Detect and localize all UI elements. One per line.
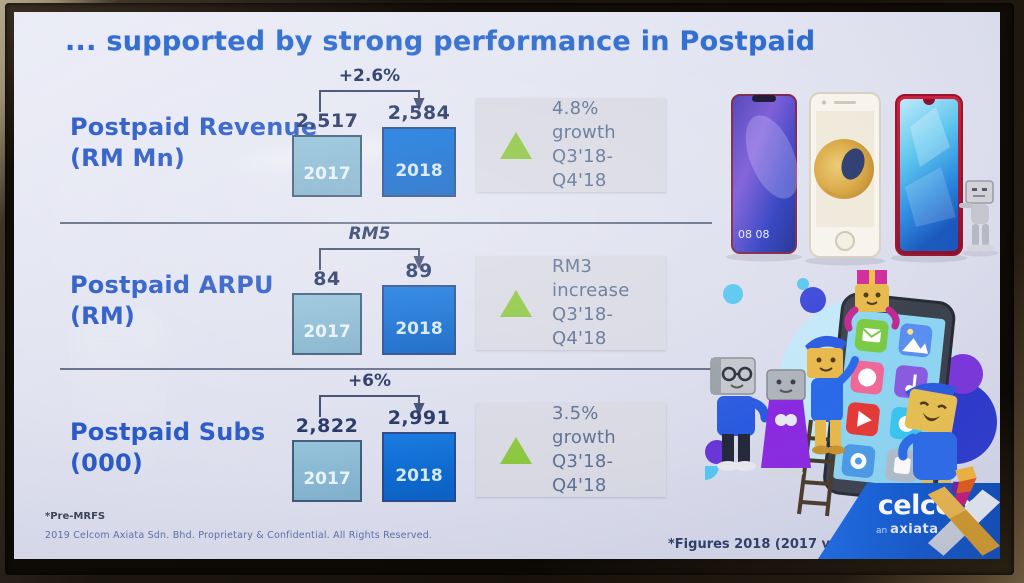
bar-2017: 2017: [292, 293, 362, 355]
bar-col-2018: 2,584 2018: [382, 102, 456, 197]
metric-row-arpu: Postpaid ARPU (RM) RM5 84 2017: [70, 216, 730, 355]
bar-col-2017: 84 2017: [292, 268, 362, 355]
bar-2018: 2018: [382, 432, 456, 502]
metric-row-revenue: Postpaid Revenue (RM Mn) +2.6% 2,517 201…: [70, 58, 730, 197]
purple-character: [761, 369, 811, 477]
bar-2018: 2018: [382, 285, 456, 355]
robot-figure: [959, 180, 994, 252]
growth-badge-arpu: RM3 increase Q3'18-Q4'18: [476, 256, 666, 350]
tv-bezel: ... supported by strong performance in P…: [5, 3, 1014, 575]
gift-character: [844, 270, 900, 332]
badge-line1: 4.8% growth: [552, 98, 616, 143]
revenue-bar-chart: +2.6% 2,517 2017 2,584 2018: [292, 58, 482, 197]
bar-value-2017: 84: [313, 268, 341, 290]
growth-badge-revenue: 4.8% growth Q3'18-Q4'18: [476, 98, 666, 192]
metric-label-subs: Postpaid Subs (000): [70, 417, 265, 479]
bars: 84 2017 89 2018: [292, 260, 456, 355]
bar-2018: 2018: [382, 127, 456, 197]
footnote-pre-mrfs: *Pre-MRFS: [45, 511, 106, 522]
badge-line1: RM3 increase: [552, 256, 630, 301]
bar-year-label: 2018: [395, 161, 443, 181]
axiata-x-icon: [927, 466, 1000, 556]
badge-line1: 3.5% growth: [552, 403, 616, 448]
metric-label-arpu: Postpaid ARPU (RM): [70, 270, 274, 332]
metric-label-revenue: Postpaid Revenue (RM Mn): [70, 112, 317, 174]
bar-value-2017: 2,822: [295, 415, 359, 437]
metric-row-subs: Postpaid Subs (000) +6% 2,822 2017: [70, 363, 730, 502]
robot-character: [710, 357, 770, 471]
badge-text: RM3 increase Q3'18-Q4'18: [552, 255, 666, 351]
divider: [60, 222, 712, 224]
badge-text: 4.8% growth Q3'18-Q4'18: [552, 97, 666, 193]
bar-value-2018: 2,584: [387, 102, 451, 124]
bar-value-2018: 89: [405, 260, 433, 282]
change-label: RM5: [348, 224, 391, 244]
arpu-bar-chart: RM5 84 2017 89 2018: [292, 216, 482, 355]
bar-2017: 2017: [292, 135, 362, 197]
screen-glare-2: [74, 312, 164, 512]
metric-label-line2: (RM Mn): [70, 144, 186, 172]
increase-triangle-icon: [500, 289, 532, 317]
increase-triangle-icon: [500, 131, 532, 159]
bar-col-2017: 2,517 2017: [292, 110, 362, 197]
bar-value-2017: 2,517: [295, 110, 359, 132]
bars: 2,822 2017 2,991 2018: [292, 407, 456, 502]
change-arrow-icon: [319, 395, 425, 417]
divider: [60, 368, 712, 370]
change-label: +2.6%: [338, 66, 401, 86]
change-arrow-icon: [319, 248, 425, 270]
bar-year-label: 2017: [303, 469, 351, 489]
bar-col-2017: 2,822 2017: [292, 415, 362, 502]
bar-col-2018: 2,991 2018: [382, 407, 456, 502]
slide-title: ... supported by strong performance in P…: [65, 26, 816, 57]
footnote-copyright: 2019 Celcom Axiata Sdn. Bhd. Proprietary…: [45, 530, 433, 541]
climber-character: [805, 335, 859, 455]
metric-label-line1: Postpaid Revenue: [70, 113, 318, 141]
digital-lifestyle-illustration: [705, 270, 997, 523]
bar-year-label: 2018: [395, 319, 443, 339]
growth-badge-subs: 3.5% growth Q3'18-Q4'18: [476, 403, 666, 497]
bar-value-2018: 2,991: [387, 407, 451, 429]
change-arrow-icon: [319, 90, 425, 112]
badge-line2: Q3'18-Q4'18: [552, 451, 614, 496]
badge-text: 3.5% growth Q3'18-Q4'18: [552, 402, 666, 498]
tagline-prefix: an: [876, 526, 888, 536]
phone-clock: 08 08: [738, 228, 770, 241]
badge-line2: Q3'18-Q4'18: [552, 146, 614, 191]
presentation-slide: ... supported by strong performance in P…: [14, 12, 1000, 559]
increase-triangle-icon: [500, 436, 532, 464]
tagline-brand: axiata: [890, 522, 939, 537]
metric-label-line1: Postpaid Subs: [70, 418, 266, 446]
subs-bar-chart: +6% 2,822 2017 2,991 2018: [292, 363, 482, 502]
bar-year-label: 2017: [303, 164, 351, 184]
metric-label-line2: (000): [70, 449, 144, 477]
metric-label-line2: (RM): [70, 302, 136, 330]
brand-area: celcom an axiata company: [800, 457, 1000, 559]
bar-col-2018: 89 2018: [382, 260, 456, 355]
bar-year-label: 2018: [395, 466, 443, 486]
change-label: +6%: [347, 371, 392, 391]
bars: 2,517 2017 2,584 2018: [292, 102, 456, 197]
bar-2017: 2017: [292, 440, 362, 502]
badge-line2: Q3'18-Q4'18: [552, 304, 614, 349]
bar-year-label: 2017: [303, 322, 351, 342]
phones-image: 08 08: [726, 92, 998, 266]
metric-label-line1: Postpaid ARPU: [70, 271, 274, 299]
